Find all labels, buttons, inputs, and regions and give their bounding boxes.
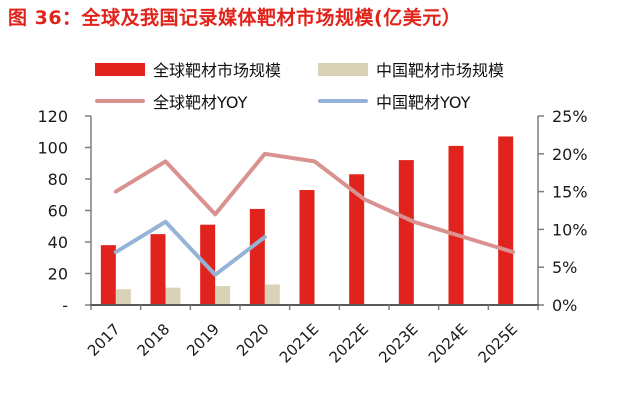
x-axis-label-2024E: 2024E — [425, 320, 471, 366]
legend-item-china-market: 中国靶材市场规模 — [318, 60, 505, 80]
bar-china-2018 — [165, 287, 181, 305]
left-axis-tick-label: 100 — [37, 139, 68, 158]
bar-global-2017 — [100, 245, 116, 305]
legend-item-global-yoy: 全球靶材YOY — [95, 92, 248, 112]
right-axis-tick-label: 0% — [552, 296, 577, 315]
x-axis-label-2021E: 2021E — [276, 320, 322, 366]
bar-china-2017 — [115, 289, 131, 305]
x-axis-label-2019: 2019 — [183, 320, 223, 360]
x-axis-label-2020: 2020 — [233, 320, 273, 360]
right-axis-tick-label: 20% — [552, 145, 588, 164]
china-yoy-line — [113, 219, 267, 277]
right-axis-tick-label: 15% — [552, 183, 588, 202]
right-axis-tick-label: 5% — [552, 258, 577, 277]
left-axis-tick-label: 120 — [37, 110, 68, 126]
legend-item-china-yoy: 中国靶材YOY — [318, 92, 471, 112]
legend-item-global-market: 全球靶材市场规模 — [95, 60, 282, 80]
bar-china-2020 — [264, 284, 280, 305]
left-axis-tick-label: 40 — [48, 233, 68, 252]
x-axis-label-2017: 2017 — [84, 320, 124, 360]
left-axis-tick-label: 80 — [48, 170, 68, 189]
bar-global-2024E — [448, 145, 464, 305]
bar-china-2019 — [215, 286, 231, 305]
x-axis-label-2025E: 2025E — [475, 320, 521, 366]
bar-global-2021E — [299, 190, 315, 305]
legend-label-global-yoy: 全球靶材YOY — [153, 93, 248, 112]
left-axis-tick-label: 20 — [48, 265, 68, 284]
right-axis-tick-label: 10% — [552, 220, 588, 239]
legend-swatch-china-yoy — [318, 99, 368, 103]
legend-label-china-market: 中国靶材市场规模 — [376, 61, 505, 80]
bar-global-2018 — [150, 234, 166, 305]
chart-title: 图 36：全球及我国记录媒体靶材市场规模(亿美元） — [8, 7, 462, 29]
bar-global-2025E — [498, 136, 514, 305]
bar-global-2020 — [249, 208, 265, 305]
global-yoy-line — [113, 151, 516, 255]
legend-label-china-yoy: 中国靶材YOY — [376, 93, 471, 112]
legend-swatch-global-market — [95, 62, 145, 76]
x-axis-label-2023E: 2023E — [375, 320, 421, 366]
legend-label-global-market: 全球靶材市场规模 — [153, 61, 282, 80]
left-axis-tick-label: - — [62, 296, 68, 315]
bar-global-2022E — [349, 174, 365, 305]
legend-swatch-china-market — [318, 62, 368, 76]
legend: 全球靶材市场规模 中国靶材市场规模 全球靶材YOY 中国靶材YOY — [0, 0, 640, 112]
x-axis-label-2018: 2018 — [134, 320, 174, 360]
bar-global-2023E — [398, 160, 414, 305]
x-axis-label-2022E: 2022E — [326, 320, 372, 366]
legend-swatch-global-yoy — [95, 99, 145, 103]
right-axis-tick-label: 25% — [552, 110, 588, 126]
left-axis-tick-label: 60 — [48, 202, 68, 221]
